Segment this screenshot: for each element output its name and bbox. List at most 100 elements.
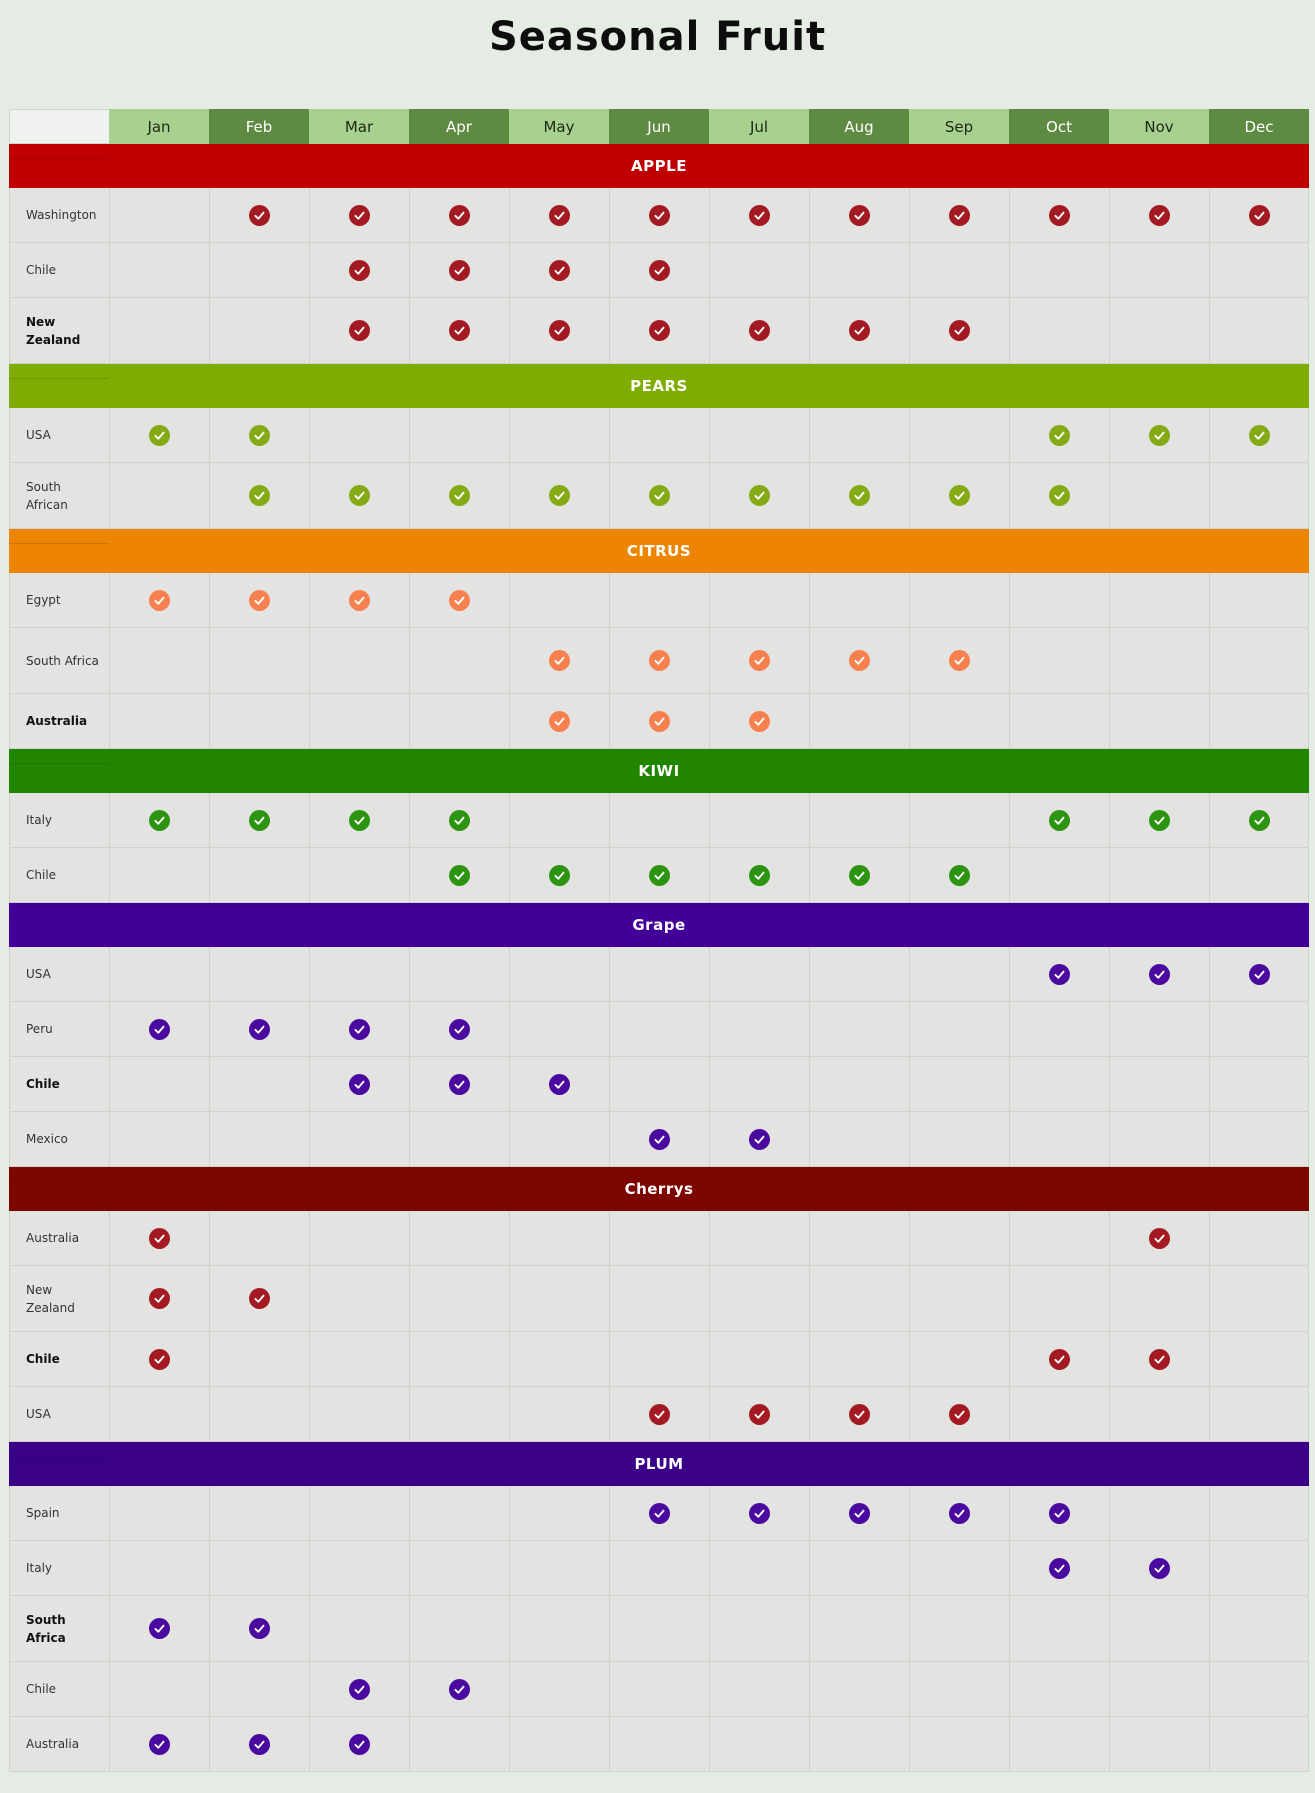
check-icon — [149, 589, 170, 611]
month-cell-feb — [209, 1266, 309, 1332]
month-cell-nov — [1109, 408, 1209, 463]
month-cell-jan — [109, 1596, 209, 1662]
check-icon — [1149, 1227, 1170, 1249]
month-cell-nov — [1109, 1387, 1209, 1442]
check-icon — [649, 1403, 670, 1425]
month-cell-mar — [309, 1211, 409, 1266]
table-row: New Zealand — [9, 1266, 1309, 1332]
month-cell-feb — [209, 1112, 309, 1167]
month-cell-apr — [409, 947, 509, 1002]
origin-label: Chile — [9, 1662, 109, 1717]
table-row: Australia — [9, 694, 1309, 749]
month-cell-jul — [709, 1211, 809, 1266]
check-icon — [649, 864, 670, 886]
month-header-mar: Mar — [309, 109, 409, 144]
month-cell-dec — [1209, 1541, 1309, 1596]
month-cell-nov — [1109, 463, 1209, 529]
check-icon — [349, 1733, 370, 1755]
month-cell-mar — [309, 694, 409, 749]
month-cell-dec — [1209, 1057, 1309, 1112]
origin-label: Mexico — [9, 1112, 109, 1167]
month-cell-may — [509, 1541, 609, 1596]
month-cell-apr — [409, 1266, 509, 1332]
section-header-pears: PEARS — [9, 364, 1309, 408]
check-icon — [1149, 1348, 1170, 1370]
month-cell-jan — [109, 1266, 209, 1332]
month-cell-jan — [109, 1541, 209, 1596]
month-cell-jan — [109, 298, 209, 364]
month-cell-jan — [109, 1002, 209, 1057]
month-cell-aug — [809, 408, 909, 463]
month-cell-nov — [1109, 1541, 1209, 1596]
check-icon — [449, 485, 470, 506]
month-cell-nov — [1109, 1596, 1209, 1662]
month-cell-dec — [1209, 188, 1309, 243]
month-cell-jun — [609, 1002, 709, 1057]
check-icon — [549, 710, 570, 732]
origin-label: Australia — [9, 1717, 109, 1772]
month-cell-may — [509, 694, 609, 749]
month-cell-nov — [1109, 1057, 1209, 1112]
month-cell-feb — [209, 298, 309, 364]
month-cell-aug — [809, 573, 909, 628]
month-cell-aug — [809, 1486, 909, 1541]
origin-label: Italy — [9, 793, 109, 848]
month-cell-apr — [409, 463, 509, 529]
check-icon — [1248, 204, 1270, 226]
month-cell-nov — [1109, 188, 1209, 243]
month-cell-may — [509, 1486, 609, 1541]
month-cell-feb — [209, 1332, 309, 1387]
month-cell-jun — [609, 463, 709, 529]
month-cell-nov — [1109, 1717, 1209, 1772]
table-row: USA — [9, 947, 1309, 1002]
section-header-plum: PLUM — [9, 1442, 1309, 1486]
table-row: South African — [9, 463, 1309, 529]
section-header-stub — [9, 903, 109, 918]
table-row: Chile — [9, 1662, 1309, 1717]
check-icon — [749, 1403, 770, 1425]
month-cell-apr — [409, 793, 509, 848]
month-cell-jun — [609, 1112, 709, 1167]
check-icon — [649, 1128, 670, 1150]
month-cell-jun — [609, 1266, 709, 1332]
month-cell-mar — [309, 1717, 409, 1772]
month-cell-jul — [709, 463, 809, 529]
month-cell-sep — [909, 694, 1009, 749]
month-header-jul: Jul — [709, 109, 809, 144]
check-icon — [1248, 424, 1270, 446]
month-cell-aug — [809, 1662, 909, 1717]
month-cell-may — [509, 1112, 609, 1167]
check-icon — [849, 1502, 870, 1524]
origin-label: USA — [9, 408, 109, 463]
check-icon — [849, 320, 870, 341]
month-cell-may — [509, 1266, 609, 1332]
month-cell-mar — [309, 793, 409, 848]
month-cell-nov — [1109, 947, 1209, 1002]
month-cell-jul — [709, 1112, 809, 1167]
month-cell-jul — [709, 1057, 809, 1112]
month-cell-apr — [409, 1541, 509, 1596]
check-icon — [1248, 963, 1270, 985]
table-row: USA — [9, 1387, 1309, 1442]
check-icon — [649, 259, 670, 281]
check-icon — [749, 650, 770, 671]
month-cell-mar — [309, 298, 409, 364]
month-cell-sep — [909, 1541, 1009, 1596]
check-icon — [649, 320, 670, 341]
header-corner-cell — [9, 109, 109, 144]
month-cell-apr — [409, 1332, 509, 1387]
month-cell-jun — [609, 1387, 709, 1442]
origin-label: South Africa — [9, 628, 109, 694]
origin-label: Chile — [9, 1057, 109, 1112]
month-cell-jul — [709, 1002, 809, 1057]
month-cell-oct — [1009, 1717, 1109, 1772]
section-header-stub — [9, 749, 109, 764]
month-cell-nov — [1109, 243, 1209, 298]
check-icon — [449, 1678, 470, 1700]
month-cell-mar — [309, 1486, 409, 1541]
month-cell-may — [509, 1387, 609, 1442]
month-cell-mar — [309, 463, 409, 529]
month-cell-jan — [109, 793, 209, 848]
month-cell-aug — [809, 243, 909, 298]
month-cell-jan — [109, 408, 209, 463]
